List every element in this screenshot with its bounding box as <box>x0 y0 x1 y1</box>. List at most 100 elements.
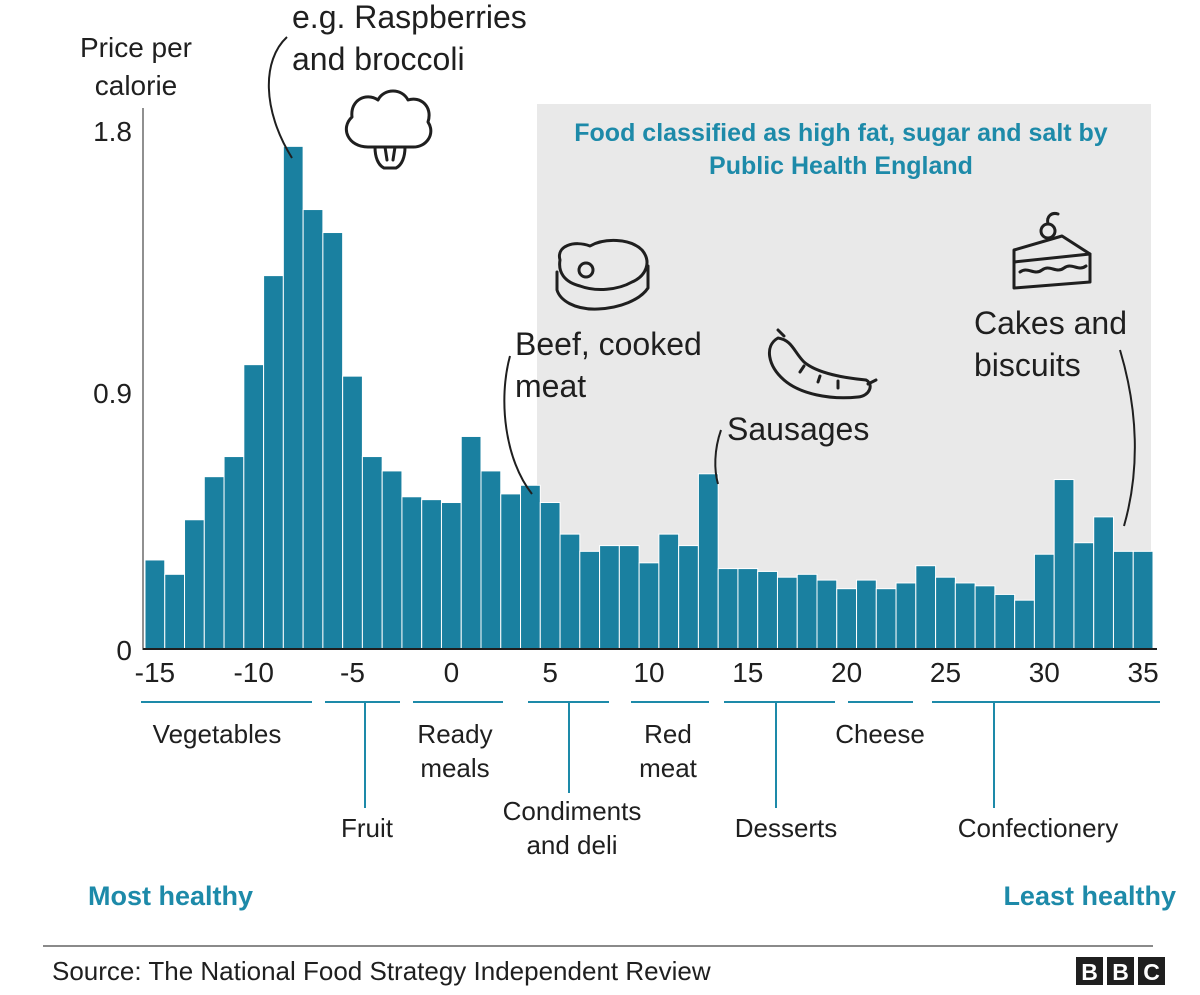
hfss-label-line2: Public Health England <box>709 152 973 180</box>
category-lines <box>141 701 1160 808</box>
x-tick-label: 25 <box>930 657 961 688</box>
bar <box>618 545 640 650</box>
x-ticks-group: -15 -10 -5 0 5 10 15 20 25 30 35 <box>135 657 1159 688</box>
broccoli-icon <box>345 89 433 170</box>
source-note: Source: The National Food Strategy Indep… <box>52 956 711 986</box>
leader-line-sausages <box>714 429 722 485</box>
leader-line-cakes <box>1119 349 1136 527</box>
svg-text:B: B <box>1112 959 1129 985</box>
bar <box>658 533 680 650</box>
svg-text:C: C <box>1143 959 1160 985</box>
leader-line-raspberries <box>267 36 293 159</box>
svg-text:B: B <box>1081 959 1098 985</box>
category-cheese: Cheese <box>835 719 925 749</box>
x-tick-label: 20 <box>831 657 862 688</box>
y-axis-label-line1: Price per <box>80 32 192 63</box>
annotation-raspberries-line1: e.g. Raspberries <box>292 0 527 35</box>
scale-least-healthy: Least healthy <box>1003 881 1176 911</box>
bar <box>559 533 581 650</box>
bar <box>500 493 522 650</box>
bar <box>1132 550 1154 650</box>
category-fruit: Fruit <box>341 813 394 843</box>
scale-most-healthy: Most healthy <box>88 881 253 911</box>
bar <box>460 435 482 650</box>
bar <box>1093 516 1114 650</box>
bar <box>638 562 660 650</box>
bar <box>539 502 561 650</box>
bar <box>915 565 937 650</box>
bar <box>263 275 284 650</box>
bar <box>796 573 818 650</box>
category-condiments-line1: Condiments <box>503 796 642 826</box>
bar <box>579 550 601 650</box>
category-red-meat-line1: Red <box>644 719 692 749</box>
annotation-beef-line1: Beef, cooked <box>515 326 702 362</box>
x-tick-label: -10 <box>233 657 273 688</box>
sausage-icon <box>768 328 878 400</box>
annotation-sausages: Sausages <box>727 411 869 447</box>
bar <box>816 579 838 650</box>
annotation-cakes-line2: biscuits <box>974 347 1081 383</box>
bar <box>361 456 383 650</box>
x-tick-label: 5 <box>542 657 558 688</box>
leader-line-beef <box>503 355 533 495</box>
bar <box>678 545 699 650</box>
bar <box>717 568 739 650</box>
x-tick-label: 10 <box>633 657 664 688</box>
category-red-meat-line2: meat <box>639 753 698 783</box>
bar <box>875 588 897 650</box>
category-ready-meals-line2: meals <box>420 753 489 783</box>
bar <box>342 375 363 650</box>
bar <box>836 588 858 650</box>
y-tick-label: 1.8 <box>93 116 132 147</box>
bar <box>440 502 462 650</box>
category-confectionery: Confectionery <box>958 813 1118 843</box>
bar <box>856 579 877 650</box>
bar <box>401 496 423 650</box>
bar <box>184 519 205 650</box>
y-tick-label: 0.9 <box>93 378 132 409</box>
bar <box>1073 542 1095 650</box>
steak-icon <box>555 239 650 311</box>
x-tick-label: 15 <box>732 657 763 688</box>
category-ready-meals-line1: Ready <box>417 719 492 749</box>
bar <box>737 568 759 650</box>
bbc-logo: B B C <box>1076 957 1165 985</box>
x-tick-label: 0 <box>444 657 460 688</box>
bar <box>520 484 541 650</box>
bar <box>144 559 166 650</box>
x-tick-label: 35 <box>1128 657 1159 688</box>
annotation-cakes-line1: Cakes and <box>974 305 1127 341</box>
category-vegetables: Vegetables <box>153 719 282 749</box>
bar <box>480 470 502 650</box>
bar <box>757 570 778 650</box>
x-tick-label: -15 <box>135 657 175 688</box>
bars-group <box>144 145 1154 650</box>
bar <box>895 582 917 650</box>
annotation-beef-line2: meat <box>515 368 586 404</box>
hfss-label-line1: Food classified as high fat, sugar and s… <box>574 119 1108 147</box>
bar <box>381 470 403 650</box>
bar <box>203 476 225 650</box>
bar <box>1014 599 1035 650</box>
annotation-raspberries-line2: and broccoli <box>292 41 465 77</box>
bar <box>974 585 996 650</box>
bar <box>599 545 620 650</box>
bar <box>164 573 186 650</box>
y-axis-label-line2: calorie <box>95 70 177 101</box>
bar <box>223 456 245 650</box>
y-tick-label: 0 <box>116 635 132 666</box>
x-tick-label: 30 <box>1029 657 1060 688</box>
bar <box>1112 550 1134 650</box>
x-tick-label: -5 <box>340 657 365 688</box>
bar <box>243 364 265 650</box>
bar <box>776 576 798 650</box>
bar <box>935 576 956 650</box>
bar <box>322 232 344 650</box>
bar <box>1033 553 1055 650</box>
bar <box>954 582 976 650</box>
category-desserts: Desserts <box>735 813 838 843</box>
category-condiments-line2: and deli <box>526 830 617 860</box>
bar <box>282 145 304 650</box>
